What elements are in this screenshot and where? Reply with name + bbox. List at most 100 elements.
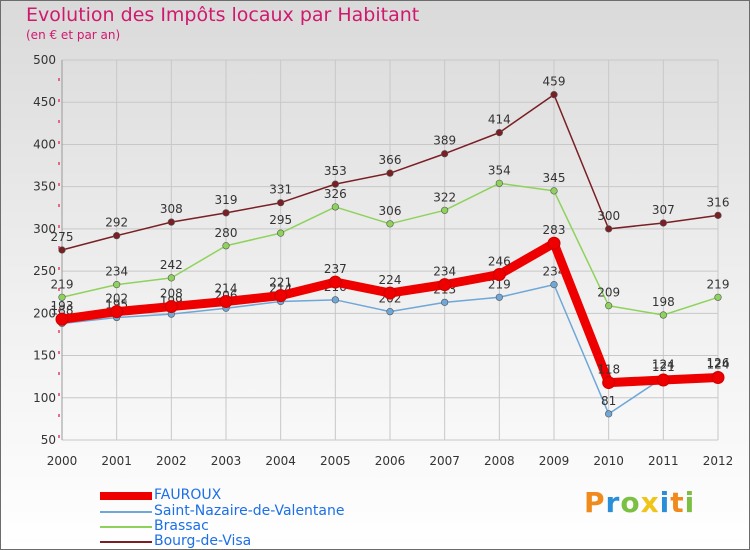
data-label-fauroux-2009: 283	[543, 223, 566, 237]
x-tick-label-2009: 2009	[539, 454, 570, 468]
y-tick-label-350: 350	[33, 180, 56, 194]
point-bourg-de-visa-2012	[714, 211, 722, 219]
x-tick-label-2010: 2010	[593, 454, 624, 468]
point-bourg-de-visa-2000	[58, 246, 66, 254]
x-tick-label-2008: 2008	[484, 454, 515, 468]
x-tick-label-2011: 2011	[648, 454, 679, 468]
data-label-bourg-de-visa-2006: 366	[379, 153, 402, 167]
legend-label-brassac: Brassac	[154, 518, 209, 534]
data-label-fauroux-2001: 202	[105, 292, 128, 306]
point-bourg-de-visa-2007	[441, 150, 449, 158]
data-label-bourg-de-visa-2008: 414	[488, 113, 511, 127]
point-fauroux-2006	[383, 286, 397, 300]
chart-title: Evolution des Impôts locaux par Habitant	[26, 4, 420, 26]
data-label-fauroux-2011: 121	[652, 360, 675, 374]
data-label-bourg-de-visa-2003: 319	[215, 193, 238, 207]
data-label-saint-nazaire-de-valentane-2011: 124	[652, 358, 675, 372]
point-fauroux-2007	[438, 278, 452, 292]
legend-label-bourg-de-visa: Bourg-de-Visa	[154, 533, 252, 549]
point-bourg-de-visa-2010	[605, 225, 613, 233]
legend-item-saint-nazaire: Saint-Nazaire-de-Valentane	[100, 503, 420, 520]
x-tick-label-2003: 2003	[211, 454, 242, 468]
point-brassac-2001	[113, 281, 121, 289]
y-tick-label-200: 200	[33, 306, 56, 320]
point-brassac-2006	[386, 220, 394, 228]
point-fauroux-2000	[55, 312, 69, 326]
chart-subtitle: (en € et par an)	[26, 28, 121, 42]
point-bourg-de-visa-2005	[331, 180, 339, 188]
data-label-brassac-2001: 234	[105, 265, 128, 279]
data-label-brassac-2006: 306	[379, 204, 402, 218]
point-brassac-2000	[58, 293, 66, 301]
data-label-brassac-2008: 354	[488, 163, 511, 177]
legend-swatch-brassac	[100, 526, 152, 528]
point-fauroux-2001	[110, 305, 124, 319]
data-label-fauroux-2004: 221	[269, 276, 292, 290]
point-fauroux-2011	[656, 373, 670, 387]
data-label-saint-nazaire-de-valentane-2010: 81	[601, 394, 616, 408]
data-label-brassac-2000: 219	[51, 277, 74, 291]
data-label-bourg-de-visa-2007: 389	[433, 134, 456, 148]
point-saint-nazaire-de-valentane-2008	[495, 293, 503, 301]
point-fauroux-2010	[602, 376, 616, 390]
data-label-fauroux-2006: 224	[379, 273, 402, 287]
x-tick-label-2012: 2012	[703, 454, 734, 468]
data-label-saint-nazaire-de-valentane-2012: 126	[707, 356, 730, 370]
legend-swatch-bourg-de-visa	[100, 541, 152, 543]
data-label-bourg-de-visa-2001: 292	[105, 216, 128, 230]
legend-item-fauroux: FAUROUX	[100, 487, 420, 504]
x-tick-label-2000: 2000	[47, 454, 78, 468]
data-label-bourg-de-visa-2000: 275	[51, 230, 74, 244]
point-saint-nazaire-de-valentane-2010	[605, 410, 613, 418]
data-label-fauroux-2010: 118	[597, 363, 620, 377]
legend-item-bourg-de-visa: Bourg-de-Visa	[100, 533, 420, 550]
legend-swatch-saint-nazaire	[100, 511, 152, 513]
legend-label-saint-nazaire: Saint-Nazaire-de-Valentane	[154, 503, 345, 519]
y-tick-label-300: 300	[33, 222, 56, 236]
data-label-fauroux-2002: 208	[160, 287, 183, 301]
point-bourg-de-visa-2008	[495, 129, 503, 137]
y-tick-label-500: 500	[33, 53, 56, 67]
point-bourg-de-visa-2009	[550, 91, 558, 99]
data-label-brassac-2009: 345	[543, 171, 566, 185]
point-saint-nazaire-de-valentane-2007	[441, 298, 449, 306]
data-label-brassac-2003: 280	[215, 226, 238, 240]
data-label-brassac-2002: 242	[160, 258, 183, 272]
y-tick-label-450: 450	[33, 95, 56, 109]
x-tick-label-2006: 2006	[375, 454, 406, 468]
data-label-brassac-2012: 219	[707, 277, 730, 291]
data-label-bourg-de-visa-2005: 353	[324, 164, 347, 178]
data-label-fauroux-2007: 234	[433, 265, 456, 279]
data-label-bourg-de-visa-2010: 300	[597, 209, 620, 223]
data-label-brassac-2004: 295	[269, 213, 292, 227]
y-tick-label-250: 250	[33, 264, 56, 278]
point-brassac-2009	[550, 187, 558, 195]
x-tick-label-2005: 2005	[320, 454, 351, 468]
point-fauroux-2003	[219, 295, 233, 309]
legend-item-brassac: Brassac	[100, 518, 420, 535]
data-label-brassac-2011: 198	[652, 295, 675, 309]
point-saint-nazaire-de-valentane-2006	[386, 308, 394, 316]
x-tick-label-2002: 2002	[156, 454, 187, 468]
legend-swatch-fauroux	[100, 492, 152, 500]
point-brassac-2008	[495, 179, 503, 187]
data-label-brassac-2005: 326	[324, 187, 347, 201]
y-tick-label-100: 100	[33, 391, 56, 405]
point-brassac-2011	[659, 311, 667, 319]
point-brassac-2010	[605, 302, 613, 310]
x-tick-label-2004: 2004	[265, 454, 296, 468]
proxiti-logo: Proxiti	[584, 486, 696, 519]
point-bourg-de-visa-2004	[277, 199, 285, 207]
data-label-bourg-de-visa-2002: 308	[160, 202, 183, 216]
point-brassac-2004	[277, 229, 285, 237]
point-saint-nazaire-de-valentane-2005	[331, 296, 339, 304]
data-label-bourg-de-visa-2011: 307	[652, 203, 675, 217]
point-bourg-de-visa-2006	[386, 169, 394, 177]
point-bourg-de-visa-2011	[659, 219, 667, 227]
legend-label-fauroux: FAUROUX	[154, 487, 222, 503]
point-fauroux-2008	[492, 267, 506, 281]
data-label-fauroux-2000: 193	[51, 299, 74, 313]
point-fauroux-2012	[711, 371, 725, 385]
